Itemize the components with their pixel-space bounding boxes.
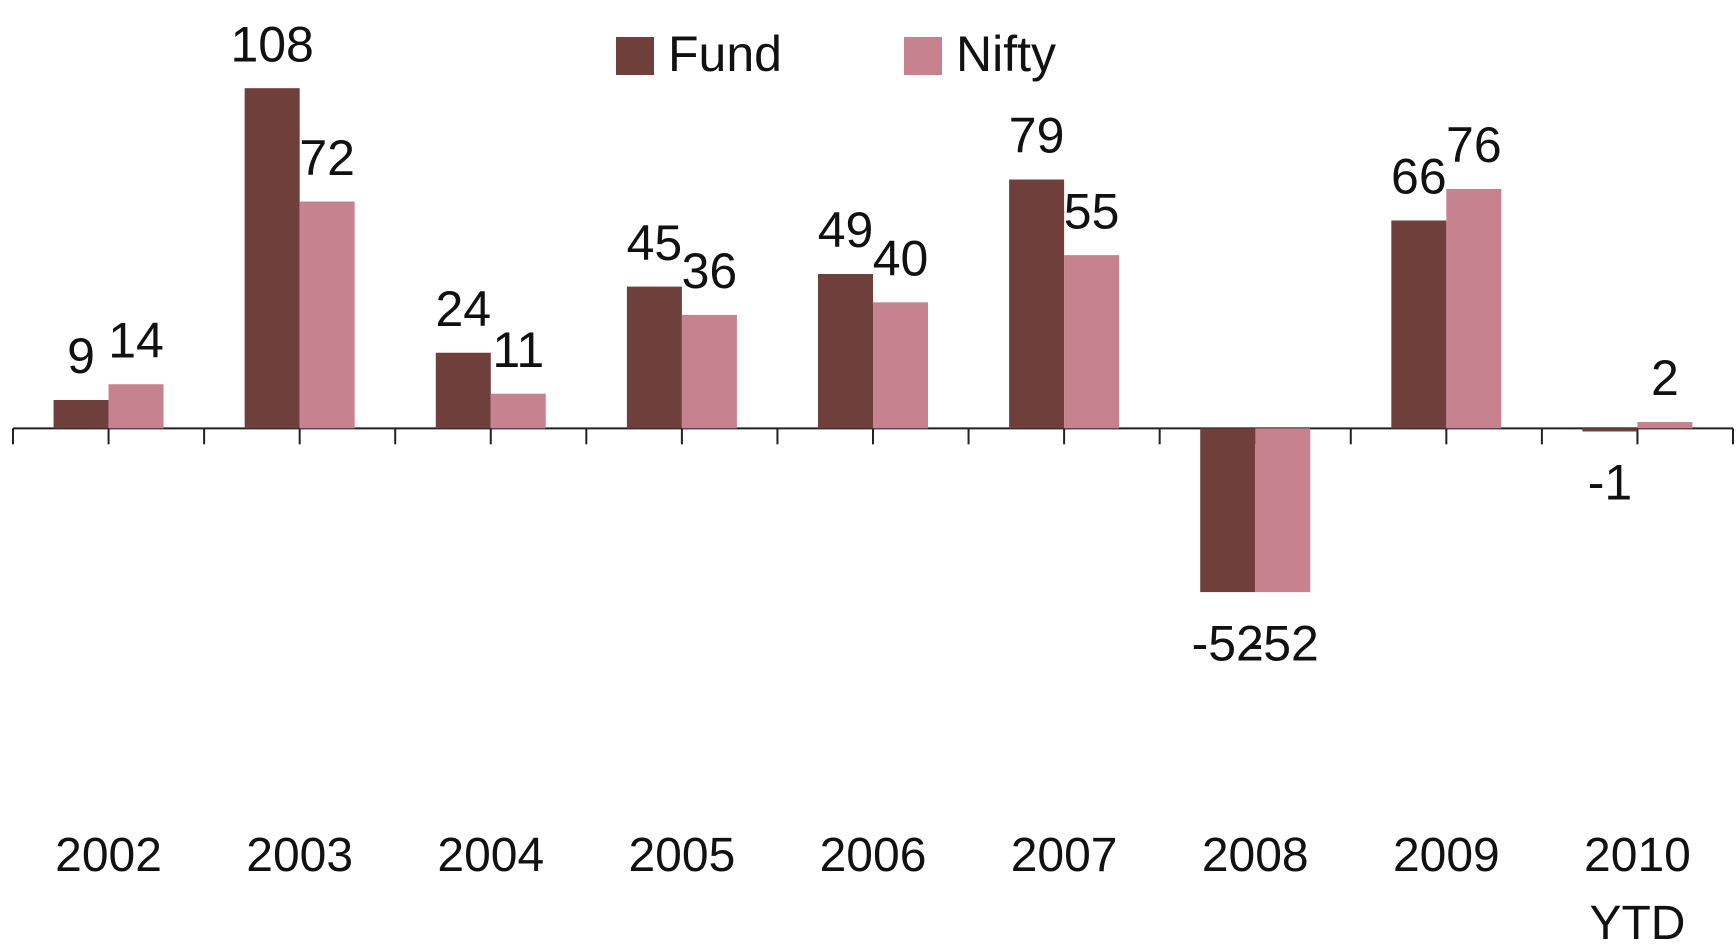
bar	[53, 399, 109, 429]
bar	[1009, 179, 1065, 429]
legend-swatch	[904, 37, 942, 75]
legend-label: Nifty	[956, 26, 1056, 82]
value-label: 2	[1651, 350, 1679, 406]
value-label: 72	[299, 130, 355, 186]
value-label: -1	[1588, 455, 1632, 511]
x-tick-label: 2005	[628, 829, 736, 882]
bar	[1637, 422, 1693, 429]
value-label: -52	[1247, 615, 1319, 671]
bar	[108, 384, 164, 429]
bar	[1582, 428, 1638, 432]
bar	[1446, 188, 1502, 429]
x-tick-label: 2007	[1010, 829, 1118, 882]
bar	[818, 274, 873, 429]
value-label: 49	[818, 202, 874, 258]
value-label: 55	[1064, 183, 1120, 239]
bar	[1255, 428, 1311, 593]
x-tick-label: 2010 YTD	[1584, 829, 1691, 948]
x-tick-label: 2009	[1392, 829, 1500, 882]
bar	[626, 286, 682, 429]
value-label: 14	[108, 312, 164, 368]
x-tick-label: 2004	[437, 829, 545, 882]
value-label: 9	[67, 328, 95, 384]
value-label: 36	[682, 243, 738, 299]
legend-label: Fund	[668, 26, 782, 82]
bar	[490, 393, 546, 429]
value-label: 24	[435, 281, 491, 337]
bar	[299, 201, 355, 429]
x-tick-label: 2003	[246, 829, 354, 882]
bar	[435, 352, 491, 429]
legend-swatch	[616, 37, 654, 75]
bar	[1200, 428, 1256, 593]
value-label: -52	[1192, 615, 1264, 671]
bar	[873, 302, 928, 429]
x-tick-label: 2006	[819, 829, 927, 882]
value-label: 79	[1009, 108, 1065, 164]
value-label: 40	[873, 231, 929, 287]
value-label: 45	[627, 215, 683, 271]
bar	[681, 314, 737, 429]
x-tick-label: 2002	[55, 829, 162, 882]
bar	[1064, 255, 1120, 429]
value-label: 76	[1446, 117, 1502, 173]
bar	[244, 88, 300, 429]
x-tick-label: 2008	[1201, 829, 1309, 882]
value-label: 66	[1391, 149, 1447, 205]
value-label: 108	[230, 16, 313, 72]
bar	[1391, 220, 1447, 429]
value-label: 11	[492, 322, 544, 378]
